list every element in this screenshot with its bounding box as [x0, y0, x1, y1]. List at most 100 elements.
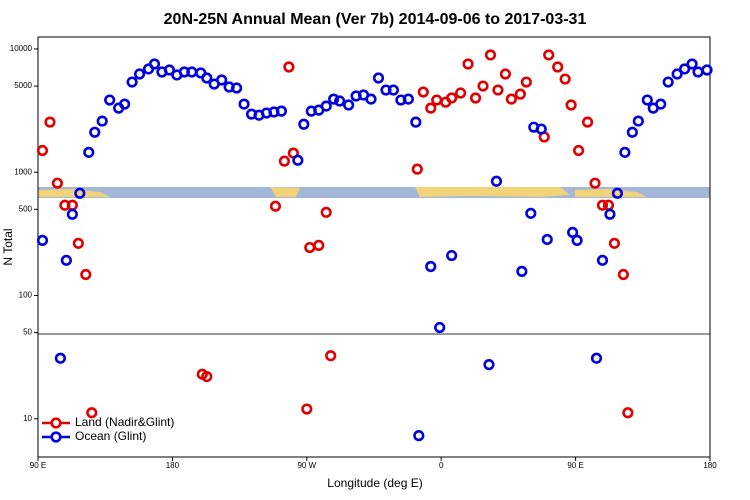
y-tick-label: 500: [19, 204, 33, 213]
point: [238, 98, 250, 110]
x-axis-label: Longitude (deg E): [327, 476, 422, 490]
y-tick-label: 100: [19, 291, 33, 300]
x-tick-label: 180: [703, 461, 717, 470]
x-tick-label: 90 E: [567, 461, 583, 470]
point: [535, 123, 547, 135]
point: [74, 187, 86, 199]
point: [462, 58, 474, 70]
point: [590, 352, 603, 364]
point: [484, 49, 497, 61]
point: [51, 177, 64, 189]
point: [514, 88, 526, 100]
y-tick-label: 1000: [14, 167, 32, 176]
point: [632, 115, 644, 127]
point: [104, 94, 116, 106]
y-tick-label: 5000: [14, 81, 32, 90]
legend-label: Ocean (Glint): [75, 429, 146, 443]
point: [292, 154, 304, 166]
point: [44, 116, 56, 128]
point: [304, 241, 316, 254]
point: [608, 237, 621, 249]
point: [334, 95, 346, 107]
point: [425, 260, 437, 273]
chart-title: 20N-25N Annual Mean (Ver 7b) 2014-09-06 …: [164, 11, 587, 28]
point: [343, 99, 355, 111]
point: [201, 72, 213, 84]
point: [619, 146, 631, 158]
map-strip: [38, 187, 710, 198]
point: [83, 146, 95, 158]
y-axis-label: N Total: [1, 228, 15, 265]
point: [490, 175, 503, 187]
point: [365, 93, 377, 105]
point: [96, 115, 108, 127]
point: [269, 200, 282, 212]
point: [686, 58, 698, 70]
point: [692, 66, 704, 78]
point: [328, 93, 340, 105]
point: [671, 68, 683, 80]
point: [602, 199, 615, 211]
point: [662, 76, 674, 88]
point: [301, 403, 313, 415]
point: [66, 199, 78, 211]
y-tick-label: 10: [23, 414, 32, 423]
point: [201, 370, 213, 383]
point: [417, 86, 429, 98]
point: [54, 352, 67, 364]
point: [516, 265, 528, 277]
point: [565, 99, 577, 111]
point: [567, 226, 579, 239]
y-tick-label: 50: [23, 328, 32, 337]
point: [641, 94, 653, 106]
point: [543, 49, 555, 61]
x-tick-label: 90 E: [30, 461, 46, 470]
point: [541, 233, 553, 246]
point: [402, 93, 414, 105]
point: [231, 82, 243, 94]
point: [572, 144, 585, 157]
point: [469, 92, 482, 104]
point: [372, 72, 385, 84]
point: [298, 118, 310, 130]
point: [499, 68, 512, 80]
point: [216, 74, 228, 86]
point: [60, 254, 72, 266]
y-tick-label: 10000: [10, 44, 33, 53]
point: [89, 126, 101, 138]
point: [425, 102, 437, 114]
point: [596, 199, 609, 211]
point: [701, 64, 713, 76]
point: [559, 73, 571, 85]
point: [320, 100, 332, 112]
point: [525, 207, 537, 219]
point: [36, 234, 49, 246]
point: [431, 94, 443, 106]
point: [387, 84, 400, 96]
x-tick-label: 0: [439, 461, 444, 470]
point: [455, 87, 467, 99]
point: [80, 268, 92, 281]
point: [626, 126, 638, 138]
point: [589, 177, 601, 189]
legend-marker: [50, 417, 62, 429]
point: [446, 249, 458, 262]
point: [617, 268, 629, 281]
point: [622, 407, 634, 419]
legend-label: Land (Nadir&Glint): [75, 415, 174, 429]
point: [446, 92, 458, 104]
point: [278, 155, 291, 167]
point: [492, 84, 504, 96]
point: [133, 68, 146, 80]
point: [477, 80, 489, 92]
point: [186, 66, 198, 78]
point: [86, 407, 98, 419]
point: [275, 105, 288, 117]
point: [434, 321, 446, 334]
point: [571, 234, 583, 246]
point: [483, 359, 495, 371]
point: [413, 430, 425, 442]
point: [604, 208, 616, 220]
point: [283, 61, 295, 73]
point: [552, 61, 564, 73]
